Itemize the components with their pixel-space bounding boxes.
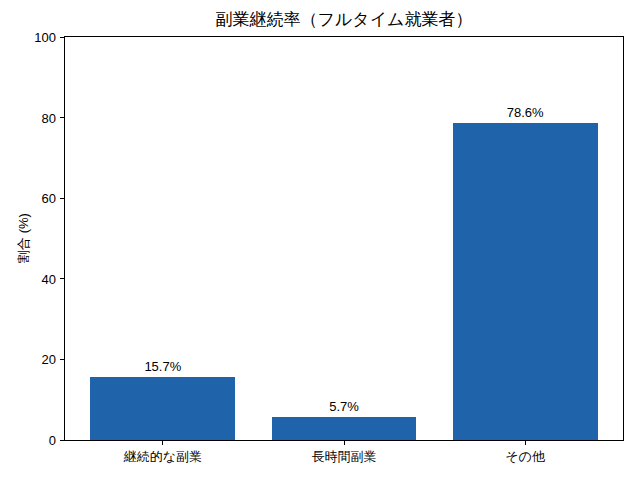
y-tick-mark: [60, 440, 64, 441]
x-tick-mark: [525, 441, 526, 445]
y-tick-mark: [60, 37, 64, 38]
y-tick-mark: [60, 359, 64, 360]
y-axis-label: 割合 (%): [15, 213, 33, 263]
x-tick-label: 長時間副業: [312, 448, 377, 466]
chart-title: 副業継続率（フルタイム就業者）: [65, 9, 623, 31]
bar: [90, 377, 235, 440]
y-tick-label: 100: [34, 31, 56, 44]
bar-value-label: 5.7%: [329, 400, 359, 413]
plot-area: 02040608010015.7%継続的な副業5.7%長時間副業78.6%その他: [64, 36, 624, 441]
y-tick-label: 80: [42, 111, 56, 124]
y-tick-label: 60: [42, 192, 56, 205]
bar-value-label: 15.7%: [144, 360, 181, 373]
x-tick-label: 継続的な副業: [124, 448, 202, 466]
bar: [272, 417, 417, 440]
x-tick-mark: [162, 441, 163, 445]
bar-value-label: 78.6%: [507, 106, 544, 119]
x-tick-mark: [344, 441, 345, 445]
x-tick-label: その他: [505, 448, 545, 466]
figure: 副業継続率（フルタイム就業者） 割合 (%) 02040608010015.7%…: [0, 0, 640, 480]
y-tick-mark: [60, 278, 64, 279]
y-tick-mark: [60, 198, 64, 199]
y-tick-mark: [60, 117, 64, 118]
bar: [453, 123, 598, 440]
y-tick-label: 20: [42, 353, 56, 366]
y-tick-label: 40: [42, 272, 56, 285]
y-tick-label: 0: [49, 434, 56, 447]
